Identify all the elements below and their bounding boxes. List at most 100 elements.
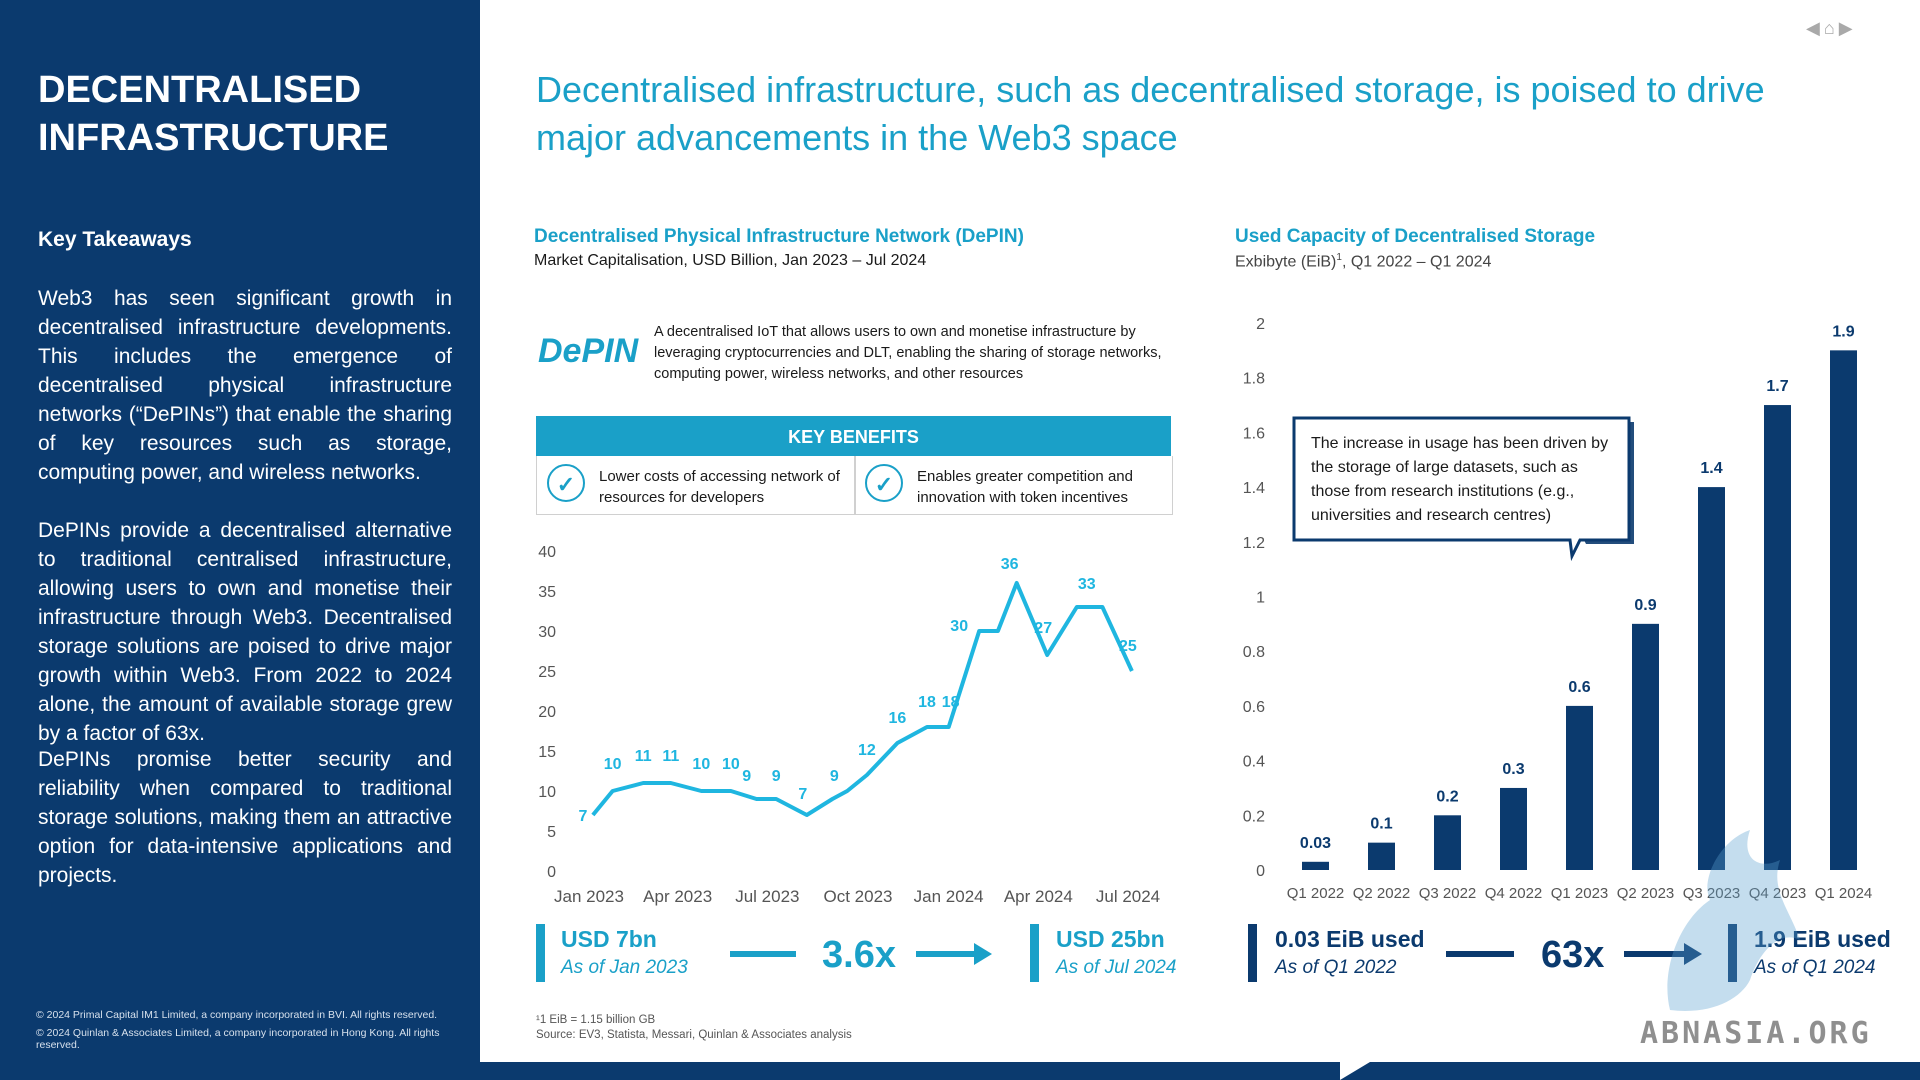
check-circle-icon: ✓ [865,464,903,502]
bar [1830,350,1857,871]
arrow-right-icon [974,943,992,965]
bottom-strip [480,1062,1920,1080]
bar [1434,815,1461,870]
data-label: 7 [798,786,807,803]
data-label: 25 [1119,638,1137,655]
x-tick-label: Oct 2023 [824,887,893,906]
triangle-right-icon[interactable]: ▶ [1838,18,1857,38]
bar [1566,705,1593,870]
y-tick-label: 25 [538,664,556,681]
takeaway-paragraph-3: DePINs promise better security and relia… [38,748,452,887]
data-label: 18 [942,694,960,711]
depin-end-date: As of Jul 2024 [1056,957,1177,978]
y-tick-label: 1.6 [1243,425,1265,442]
x-tick-label: Q1 2024 [1815,885,1873,902]
sidebar-title-line2: INFRASTRUCTURE [38,117,389,159]
takeaway-paragraph-1: Web3 has seen significant growth in dece… [38,287,452,484]
y-tick-label: 0.4 [1243,754,1265,771]
check-circle-icon: ✓ [547,464,585,502]
depin-multiplier: 3.6x [822,934,896,976]
data-label: 10 [604,756,622,773]
arrow-right-icon [1684,943,1702,965]
bar-value-label: 0.1 [1370,816,1392,833]
storage-start-value: 0.03 EiB used [1275,926,1425,952]
y-tick-label: 0 [547,864,556,881]
data-label: 11 [635,748,652,765]
y-tick-label: 0.8 [1243,644,1265,661]
key-benefits-heading: KEY BENEFITS [536,416,1171,456]
x-tick-label: Q3 2022 [1419,885,1477,902]
data-label: 9 [830,768,839,785]
x-tick-label: Q1 2022 [1287,885,1345,902]
home-icon[interactable]: ⌂ [1823,18,1839,38]
subtitle-range: , Q1 2022 – Q1 2024 [1341,253,1492,271]
storage-multiplier: 63x [1541,934,1605,976]
watermark-text: ABNASIA.ORG [1640,1016,1872,1051]
benefit-text: Lower costs of accessing network of reso… [599,468,840,506]
y-tick-label: 35 [538,584,556,601]
bar [1698,487,1725,870]
bar [1764,405,1791,870]
x-tick-label: Jul 2023 [735,887,799,906]
data-label: 18 [918,694,936,711]
data-label: 30 [950,618,968,635]
y-tick-label: 10 [538,784,556,801]
subtitle-unit: Exbibyte (EiB) [1235,253,1337,271]
arrow-line [1624,951,1686,957]
page-title: Decentralised infrastructure, such as de… [536,69,1765,158]
data-label: 16 [889,710,907,727]
y-tick-label: 5 [547,824,556,841]
bar-value-label: 0.6 [1568,679,1590,696]
key-takeaways-heading: Key Takeaways [38,228,192,251]
bar-value-label: 1.4 [1700,460,1722,477]
watermark-shape [1667,830,1800,1011]
arrow-line [916,951,976,957]
y-tick-label: 1.2 [1243,535,1265,552]
stat-accent-bar [1248,924,1257,982]
watermark-griffin-logo [1667,830,1800,1011]
x-tick-label: Q3 2023 [1683,885,1741,902]
stat-accent-bar [536,924,545,982]
depin-logo: DePIN [538,332,639,370]
depin-description: A decentralised IoT that allows users to… [654,324,1162,382]
data-label: 10 [692,756,710,773]
data-label: 7 [578,808,587,825]
storage-start-date: As of Q1 2022 [1275,957,1397,978]
takeaway-paragraph-2: DePINs provide a decentralised alternati… [38,519,452,745]
copyright-primal: © 2024 Primal Capital IM1 Limited, a com… [36,1009,438,1021]
bar [1500,787,1527,870]
bar-value-label: 0.9 [1634,597,1656,614]
data-label: 12 [858,742,876,759]
x-tick-label: Q4 2023 [1749,885,1807,902]
depin-start-value: USD 7bn [561,926,657,952]
x-tick-label: Q1 2023 [1551,885,1609,902]
triangle-left-icon[interactable]: ◀ [1806,18,1824,38]
sidebar-title: DECENTRALISED INFRASTRUCTURE [38,66,458,162]
data-label: 10 [722,756,740,773]
x-tick-label: Q2 2022 [1353,885,1411,902]
bottom-accent [1340,1062,1370,1080]
storage-chart-subtitle: Exbibyte (EiB)1, Q1 2022 – Q1 2024 [1235,252,1491,271]
x-tick-label: Apr 2023 [643,887,712,906]
benefit-card: ✓ Lower costs of accessing network of re… [536,456,856,515]
y-tick-label: 2 [1256,316,1265,333]
x-tick-label: Jul 2024 [1096,887,1160,906]
sidebar-title-line1: DECENTRALISED [38,69,362,111]
copyright-quinlan: © 2024 Quinlan & Associates Limited, a c… [36,1027,440,1051]
bar-value-label: 1.7 [1766,378,1788,395]
data-label: 36 [1001,556,1019,573]
y-tick-label: 0.2 [1243,808,1265,825]
x-tick-label: Q4 2022 [1485,885,1543,902]
benefit-text: Enables greater competition and innovati… [917,468,1133,506]
y-tick-label: 20 [538,704,556,721]
bar-value-label: 0.2 [1436,788,1458,805]
x-tick-label: Apr 2024 [1004,887,1073,906]
data-label: 33 [1078,576,1096,593]
depin-start-date: As of Jan 2023 [561,957,688,978]
bar-value-label: 0.3 [1502,761,1524,778]
stat-accent-bar [1728,924,1737,982]
y-tick-label: 30 [538,624,556,641]
x-tick-label: Jan 2023 [554,887,624,906]
